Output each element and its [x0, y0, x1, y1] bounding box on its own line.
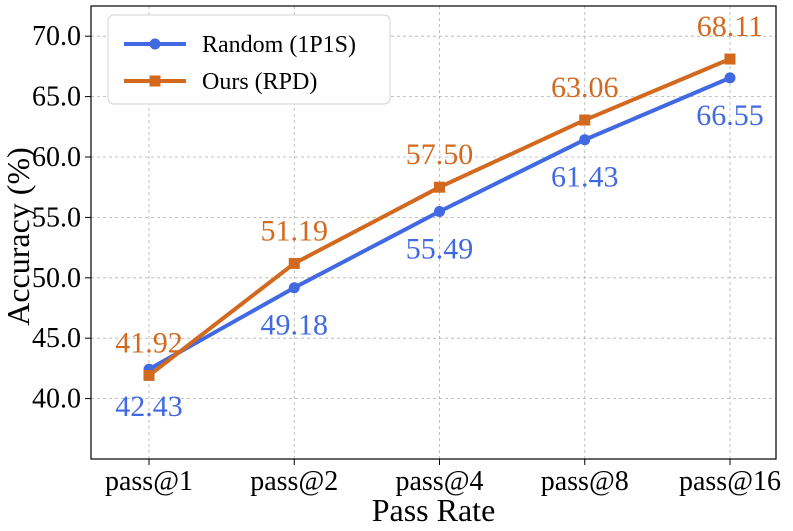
legend: Random (1P1S) Ours (RPD): [107, 14, 391, 105]
data-label-ours: 63.06: [551, 71, 619, 104]
data-label-random: 61.43: [551, 161, 619, 194]
y-tick-label: 40.0: [32, 384, 81, 415]
data-label-random: 42.43: [115, 390, 183, 423]
data-labels: 42.43 49.18 55.49 61.43 66.55 41.92 51.19 57.50…: [115, 10, 764, 423]
data-label-random: 55.49: [406, 232, 474, 265]
data-label-random: 66.55: [696, 99, 764, 132]
y-tick-label: 45.0: [32, 323, 81, 354]
plot-frame: [90, 5, 777, 460]
y-tick-label: 65.0: [32, 82, 81, 113]
x-tick-label: pass@8: [541, 466, 629, 497]
x-tick-label: pass@2: [250, 466, 338, 497]
data-point-ours: [288, 257, 300, 269]
data-label-ours: 57.50: [406, 138, 474, 171]
data-point-ours: [143, 369, 155, 381]
x-axis-title: Pass Rate: [372, 492, 496, 528]
legend-marker-random: [149, 38, 161, 50]
y-tick-label: 50.0: [32, 263, 81, 294]
data-point-random: [724, 72, 736, 84]
x-tick-label: pass@4: [395, 466, 483, 497]
y-tick-label: 60.0: [32, 142, 81, 173]
legend-marker-ours: [149, 75, 161, 87]
y-axis-title: Accuracy (%): [0, 147, 36, 326]
legend-label-random: Random (1P1S): [202, 32, 356, 58]
y-tick-label: 70.0: [32, 21, 81, 52]
x-axis-ticks: pass@1 pass@2 pass@4 pass@8 pass@16: [105, 459, 781, 497]
data-label-ours: 68.11: [697, 10, 763, 43]
data-label-ours: 51.19: [261, 214, 329, 247]
y-axis-ticks: 40.0 45.0 50.0 55.0 60.0 65.0 70.0: [32, 21, 91, 415]
legend-label-ours: Ours (RPD): [202, 69, 317, 95]
series-layer: [143, 53, 736, 381]
data-point-random: [288, 282, 300, 294]
data-point-random: [579, 134, 591, 146]
data-label-random: 49.18: [261, 309, 329, 342]
y-tick-label: 55.0: [32, 202, 81, 233]
x-tick-label: pass@1: [105, 466, 193, 497]
data-label-ours: 41.92: [115, 326, 183, 359]
data-point-random: [434, 205, 445, 217]
data-point-ours: [724, 53, 736, 65]
x-tick-label: pass@16: [679, 466, 781, 497]
data-point-ours: [434, 181, 445, 193]
data-point-ours: [579, 114, 591, 126]
